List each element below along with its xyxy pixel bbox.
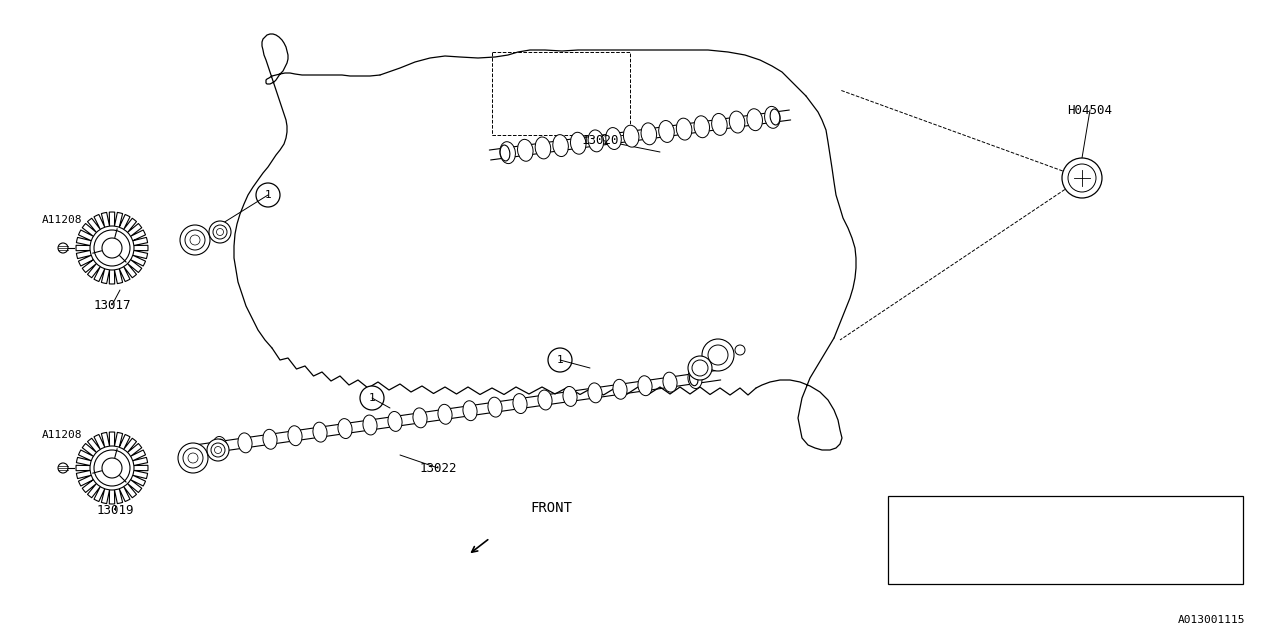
Circle shape [893,526,922,554]
Text: (         -9904): ( -9904) [1075,557,1184,567]
Circle shape [90,446,134,490]
Text: A11208: A11208 [42,215,82,225]
Ellipse shape [690,372,698,386]
Text: FRONT: FRONT [530,501,572,515]
Ellipse shape [463,401,477,420]
Ellipse shape [488,397,502,417]
Text: 1: 1 [905,535,911,545]
Text: H04504: H04504 [1068,104,1112,116]
Circle shape [735,345,745,355]
Text: 13019: 13019 [96,504,133,516]
Ellipse shape [637,376,652,396]
Circle shape [102,238,122,258]
Ellipse shape [513,394,527,413]
Ellipse shape [571,132,586,154]
Text: 1: 1 [557,355,563,365]
Ellipse shape [748,109,763,131]
Ellipse shape [413,408,428,428]
Circle shape [74,210,150,286]
Circle shape [58,243,68,253]
Circle shape [74,430,150,506]
Circle shape [178,443,209,473]
Ellipse shape [623,125,639,147]
Circle shape [1062,158,1102,198]
Ellipse shape [588,383,602,403]
Text: G73205: G73205 [950,556,995,568]
Ellipse shape [517,140,532,161]
Ellipse shape [712,113,727,136]
Circle shape [548,348,572,372]
Ellipse shape [676,118,692,140]
Circle shape [689,356,712,380]
Ellipse shape [659,120,675,143]
Ellipse shape [312,422,328,442]
Circle shape [90,226,134,270]
Ellipse shape [771,109,780,125]
Text: 13020: 13020 [581,134,618,147]
Circle shape [180,225,210,255]
Ellipse shape [388,412,402,431]
Ellipse shape [641,123,657,145]
Text: 13022: 13022 [420,461,457,474]
Bar [888,496,1243,584]
Text: 1: 1 [369,393,375,403]
Circle shape [360,386,384,410]
Ellipse shape [694,116,709,138]
Ellipse shape [218,439,225,453]
Circle shape [102,458,122,478]
Ellipse shape [613,380,627,399]
Ellipse shape [212,436,227,456]
Ellipse shape [563,387,577,406]
Circle shape [209,221,230,243]
Ellipse shape [730,111,745,133]
Ellipse shape [338,419,352,438]
Ellipse shape [262,429,276,449]
Text: <9905-         >: <9905- > [1075,513,1184,523]
Ellipse shape [764,106,780,128]
Circle shape [58,463,68,473]
Ellipse shape [553,134,568,157]
Circle shape [701,339,733,371]
Text: G73215: G73215 [950,511,995,525]
Ellipse shape [500,145,509,161]
Ellipse shape [238,433,252,453]
Ellipse shape [663,372,677,392]
Text: A11208: A11208 [42,430,82,440]
Circle shape [207,439,229,461]
Ellipse shape [500,141,516,164]
Ellipse shape [538,390,552,410]
Ellipse shape [605,127,621,150]
Ellipse shape [288,426,302,445]
Ellipse shape [364,415,378,435]
Circle shape [256,183,280,207]
Text: 1: 1 [265,190,271,200]
Text: 13017: 13017 [93,298,131,312]
Ellipse shape [588,130,604,152]
Ellipse shape [535,137,550,159]
Ellipse shape [438,404,452,424]
Ellipse shape [687,369,701,388]
Text: A013001115: A013001115 [1178,615,1245,625]
